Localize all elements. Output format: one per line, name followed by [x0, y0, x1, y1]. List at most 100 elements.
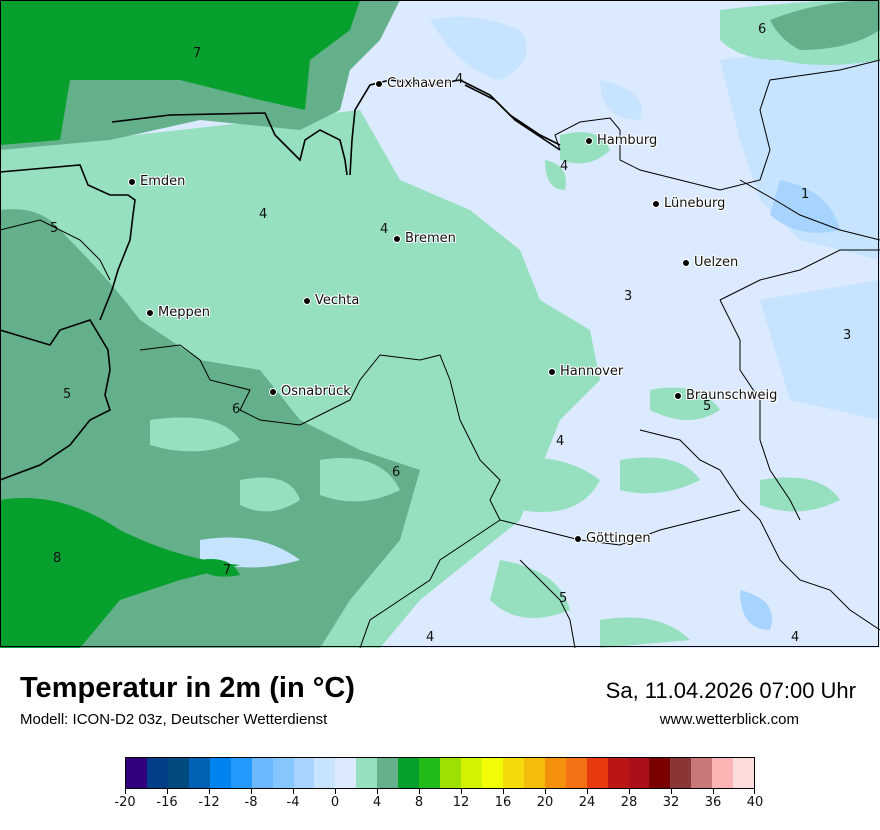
colorbar-segment	[293, 758, 315, 788]
tick-label: -4	[286, 795, 300, 810]
city-label: Uelzen	[682, 255, 738, 270]
tick-label: -16	[156, 795, 178, 810]
city-label: Braunschweig	[674, 388, 777, 403]
tick-label: 0	[330, 795, 340, 810]
colorbar-segment	[523, 758, 545, 788]
temperature-map[interactable]: Cuxhaven Hamburg Emden Lüneburg Bremen Uelzen…	[0, 0, 880, 648]
city-marker-icon	[393, 234, 401, 243]
contour-value-label: 3	[843, 328, 852, 343]
city-label: Lüneburg	[652, 196, 725, 211]
tick-label: 8	[414, 795, 424, 810]
tick-label: -12	[198, 795, 220, 810]
tick-label: 40	[746, 795, 764, 810]
contour-value-label: 1	[801, 187, 810, 202]
city-marker-icon	[146, 308, 154, 317]
city-name: Osnabrück	[281, 384, 351, 399]
tick-mark	[671, 789, 672, 794]
contour-value-label: 8	[53, 551, 62, 566]
city-label: Hamburg	[585, 133, 657, 148]
contour-value-label: 4	[455, 72, 464, 87]
tick-mark	[713, 789, 714, 794]
contour-value-label: 3	[624, 289, 633, 304]
contour-value-label: 4	[259, 207, 268, 222]
temperature-colorbar	[125, 757, 755, 789]
city-marker-icon	[128, 177, 136, 186]
colorbar-segment	[712, 758, 734, 788]
contour-value-label: 6	[392, 465, 401, 480]
tick-label: 32	[662, 795, 680, 810]
tick-label: 28	[620, 795, 638, 810]
city-name: Vechta	[315, 293, 360, 308]
tick-mark	[209, 789, 210, 794]
colorbar-segment	[565, 758, 587, 788]
contour-value-label: 6	[232, 402, 241, 417]
colorbar-ticks: -20 -16 -12 -8 -4 0 4 8 12 16 20 24 28 32 36 40	[114, 789, 763, 819]
colorbar-segment	[377, 758, 399, 788]
colorbar-segment	[586, 758, 608, 788]
tick-mark	[125, 789, 126, 794]
contour-value-label: 4	[380, 222, 389, 237]
chart-title: Temperatur in 2m (in °C)	[20, 672, 355, 704]
tick-mark	[629, 789, 630, 794]
colorbar-segment	[502, 758, 524, 788]
contour-value-label: 7	[223, 563, 232, 578]
colorbar-segment	[146, 758, 168, 788]
tick-mark	[167, 789, 168, 794]
city-label: Vechta	[303, 293, 359, 308]
colorbar-segment	[251, 758, 273, 788]
contour-value-label: 4	[426, 630, 435, 645]
colorbar-segment	[481, 758, 503, 788]
colorbar-segment	[272, 758, 294, 788]
contour-value-label: 5	[50, 221, 59, 236]
city-label: Göttingen	[574, 531, 651, 546]
tick-mark	[293, 789, 294, 794]
tick-mark	[335, 789, 336, 794]
colorbar-segment	[419, 758, 441, 788]
colorbar-segment	[188, 758, 210, 788]
city-name: Hannover	[560, 364, 624, 379]
contour-value-label: 4	[791, 630, 800, 645]
city-marker-icon	[674, 391, 682, 400]
colorbar-segment	[398, 758, 420, 788]
tick-label: 24	[578, 795, 596, 810]
city-label: Osnabrück	[269, 384, 351, 399]
city-marker-icon	[269, 387, 277, 396]
tick-label: 20	[536, 795, 554, 810]
city-name: Bremen	[405, 231, 456, 246]
city-name: Lüneburg	[664, 196, 726, 211]
colorbar-segment	[461, 758, 482, 788]
colorbar-segment	[649, 758, 671, 788]
city-marker-icon	[375, 79, 383, 88]
tick-mark	[461, 789, 462, 794]
colorbar-segment	[670, 758, 692, 788]
model-subtitle: Modell: ICON-D2 03z, Deutscher Wetterdie…	[20, 711, 328, 728]
city-label: Bremen	[393, 231, 456, 246]
city-marker-icon	[303, 296, 311, 305]
city-name: Emden	[140, 174, 186, 189]
contour-value-label: 4	[556, 434, 565, 449]
city-name: Hamburg	[597, 133, 658, 148]
city-name: Göttingen	[586, 531, 651, 546]
city-marker-icon	[682, 258, 690, 267]
tick-label: 12	[452, 795, 470, 810]
city-label: Hannover	[548, 364, 623, 379]
colorbar-segment	[335, 758, 357, 788]
city-name: Meppen	[158, 305, 210, 320]
contour-value-label: 6	[758, 22, 767, 37]
tick-mark	[545, 789, 546, 794]
contour-value-label: 5	[703, 399, 712, 414]
website-link[interactable]: www.wetterblick.com	[659, 711, 799, 728]
tick-mark	[377, 789, 378, 794]
tick-label: 36	[704, 795, 722, 810]
colorbar-segment	[544, 758, 566, 788]
tick-mark	[587, 789, 588, 794]
colorbar-segment	[440, 758, 461, 788]
city-marker-icon	[652, 199, 660, 208]
tick-label: 16	[494, 795, 512, 810]
colorbar-segment	[607, 758, 629, 788]
contour-value-label: 7	[193, 46, 202, 61]
tick-label: -8	[244, 795, 258, 810]
city-marker-icon	[548, 367, 556, 376]
colorbar-segment	[126, 758, 147, 788]
forecast-datetime: Sa, 11.04.2026 07:00 Uhr	[605, 678, 856, 703]
